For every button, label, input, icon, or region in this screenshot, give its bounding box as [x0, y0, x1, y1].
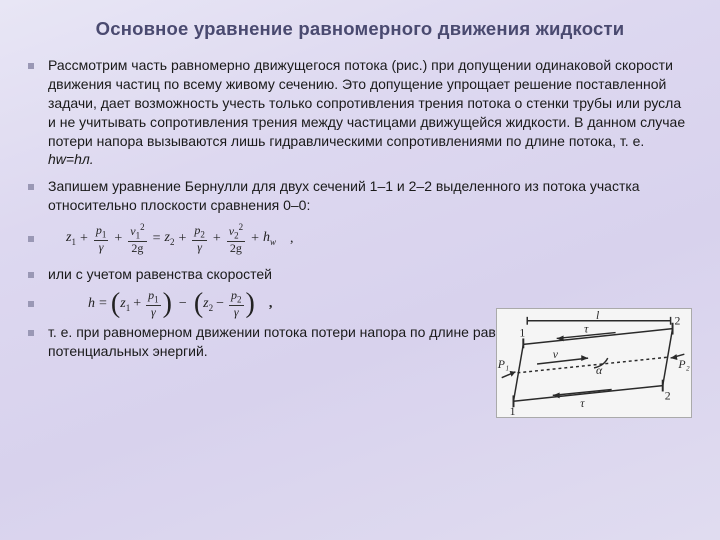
bullet-1-body: Рассмотрим часть равномерно движущегося … — [48, 57, 685, 149]
diagram-label-p1: P₁ — [497, 358, 509, 371]
diagram-label-tau1: τ — [584, 323, 589, 336]
diagram-label-l: l — [596, 309, 600, 322]
bullet-2: Запишем уравнение Бернулли для двух сече… — [28, 177, 692, 215]
eq2-gamma2: γ — [232, 306, 241, 319]
equation-1: z1 + p1γ + v122g = z2 + p2γ + v222g + hw… — [66, 223, 294, 254]
bullet-marker-icon — [28, 330, 34, 336]
eq1-v1-sq: 2 — [140, 222, 145, 232]
eq2-p1-sub: 1 — [154, 295, 159, 305]
eq2-p2-sub: 2 — [237, 295, 242, 305]
slide-title: Основное уравнение равномерного движения… — [28, 18, 692, 40]
bullet-marker-icon — [28, 272, 34, 278]
eq1-z1-sub: 1 — [71, 237, 76, 247]
eq2-z2-sub: 2 — [209, 303, 214, 313]
bullet-3-text: или с учетом равенства скоростей — [48, 265, 692, 284]
bullet-marker-icon — [28, 301, 34, 307]
eq1-p1-sub: 1 — [102, 230, 107, 240]
diagram-label-p2: P₂ — [677, 358, 689, 371]
eq1-gamma2: γ — [195, 241, 204, 254]
eq1-comma: , — [290, 231, 294, 247]
bullet-marker-icon — [28, 63, 34, 69]
flow-diagram-svg: l v α τ τ 1 1 2 2 P₁ P₂ — [497, 309, 691, 417]
flow-diagram: l v α τ τ 1 1 2 2 P₁ P₂ — [496, 308, 692, 418]
eq2-equals: = — [99, 296, 107, 312]
eq1-2g-2: 2g — [228, 242, 244, 255]
diagram-label-2b: 2 — [665, 389, 671, 402]
diagram-label-2t: 2 — [675, 315, 681, 328]
bullet-1: Рассмотрим часть равномерно движущегося … — [28, 56, 692, 169]
eq1-h-sub: w — [270, 237, 276, 247]
content-area: Рассмотрим часть равномерно движущегося … — [28, 56, 692, 361]
diagram-label-1t: 1 — [519, 326, 525, 339]
diagram-label-1b: 1 — [510, 405, 516, 417]
bullet-1-tail: hw=hл. — [48, 151, 94, 167]
slide: Основное уравнение равномерного движения… — [0, 0, 720, 540]
bullet-marker-icon — [28, 236, 34, 242]
diagram-label-alpha: α — [596, 364, 603, 377]
eq1-gamma1: γ — [97, 241, 106, 254]
eq2-minus: − — [179, 296, 187, 312]
equation-2: h = ( z1 + p1γ ) − ( z2 − p2γ ) , — [88, 289, 272, 318]
eq2-z1-sub: 1 — [126, 303, 131, 313]
eq1-h: h — [263, 230, 270, 245]
eq1-z2-sub: 2 — [170, 237, 175, 247]
eq1-2g-1: 2g — [129, 242, 145, 255]
eq2-gamma1: γ — [149, 306, 158, 319]
diagram-label-v: v — [553, 348, 559, 361]
diagram-label-tau2: τ — [580, 397, 585, 410]
bullet-2-text: Запишем уравнение Бернулли для двух сече… — [48, 177, 692, 215]
eq1-equals: = — [153, 231, 161, 247]
eq1-v2-sq: 2 — [239, 222, 244, 232]
equation-1-row: z1 + p1γ + v122g = z2 + p2γ + v222g + hw… — [28, 223, 692, 254]
bullet-3: или с учетом равенства скоростей — [28, 265, 692, 284]
eq2-h: h — [88, 296, 95, 312]
bullet-marker-icon — [28, 184, 34, 190]
bullet-1-text: Рассмотрим часть равномерно движущегося … — [48, 56, 692, 169]
eq2-comma: , — [269, 296, 273, 312]
eq1-p2-sub: 2 — [200, 230, 205, 240]
